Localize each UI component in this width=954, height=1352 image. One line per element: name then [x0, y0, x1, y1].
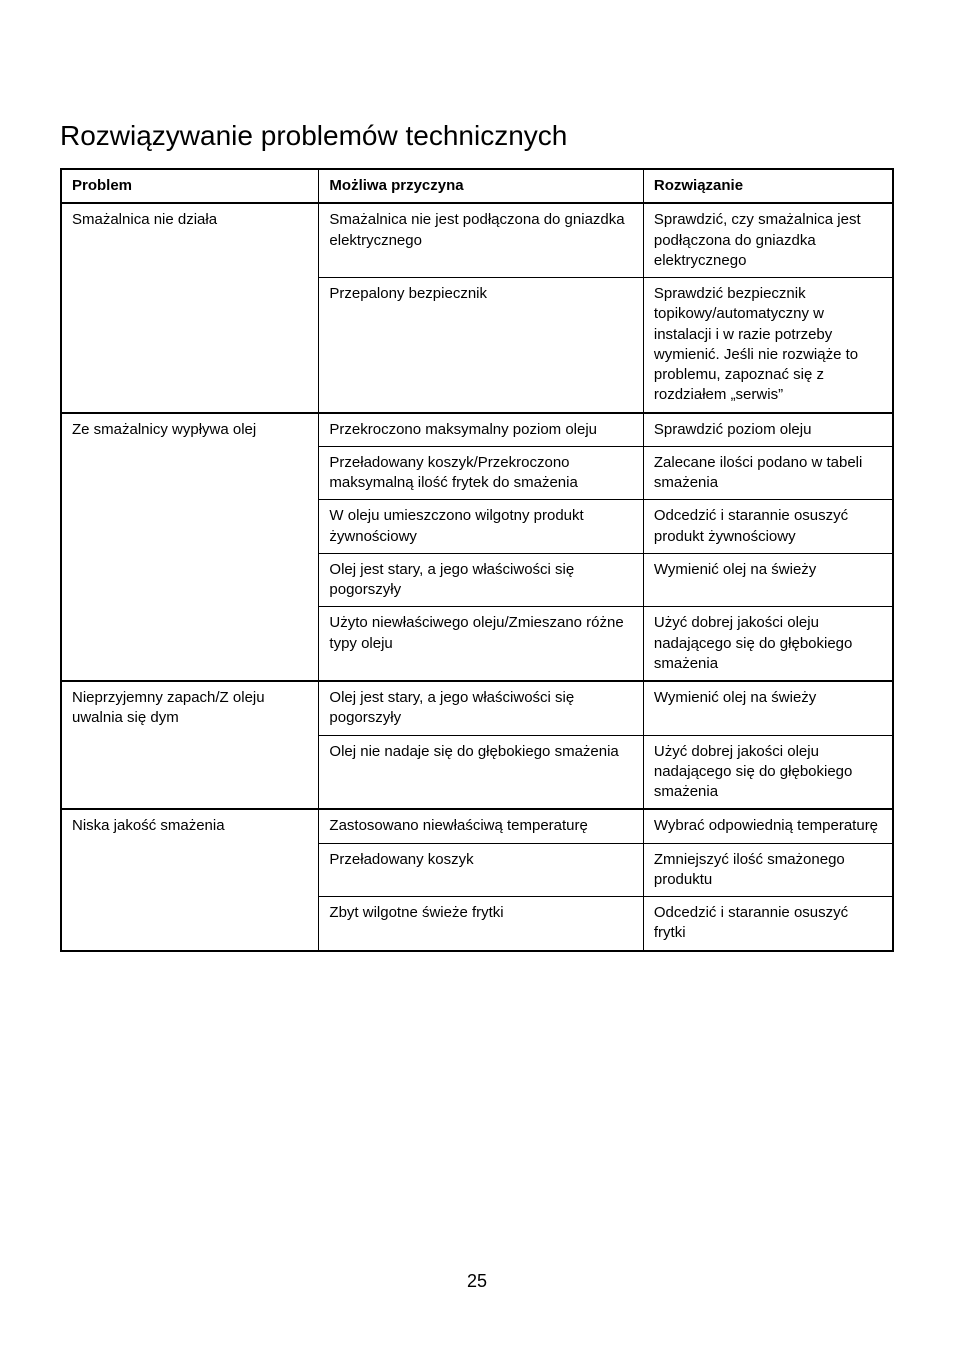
solution-cell: Odcedzić i starannie osuszyć frytki	[643, 897, 893, 951]
solution-cell: Sprawdzić, czy smażalnica jest podłączon…	[643, 203, 893, 277]
cause-cell: Olej jest stary, a jego właściwości się …	[319, 681, 643, 735]
header-problem: Problem	[61, 169, 319, 203]
troubleshooting-table: Problem Możliwa przyczyna Rozwiązanie Sm…	[60, 168, 894, 952]
cause-cell: Użyto niewłaściwego oleju/Zmieszano różn…	[319, 607, 643, 681]
solution-cell: Zmniejszyć ilość smażonego produktu	[643, 843, 893, 897]
header-cause: Możliwa przyczyna	[319, 169, 643, 203]
solution-cell: Użyć dobrej jakości oleju nadającego się…	[643, 607, 893, 681]
cause-cell: Przeładowany koszyk/Przekroczono maksyma…	[319, 446, 643, 500]
problem-cell: Smażalnica nie działa	[61, 203, 319, 412]
document-page: Rozwiązywanie problemów technicznych Pro…	[0, 0, 954, 1352]
table-header-row: Problem Możliwa przyczyna Rozwiązanie	[61, 169, 893, 203]
solution-cell: Zalecane ilości podano w tabeli smażenia	[643, 446, 893, 500]
solution-cell: Odcedzić i starannie osuszyć produkt żyw…	[643, 500, 893, 554]
table-row: Ze smażalnicy wypływa olejPrzekroczono m…	[61, 413, 893, 447]
table-row: Niska jakość smażeniaZastosowano niewłaś…	[61, 809, 893, 843]
problem-cell: Nieprzyjemny zapach/Z oleju uwalnia się …	[61, 681, 319, 809]
solution-cell: Wymienić olej na świeży	[643, 681, 893, 735]
cause-cell: Zbyt wilgotne świeże frytki	[319, 897, 643, 951]
cause-cell: Olej jest stary, a jego właściwości się …	[319, 553, 643, 607]
cause-cell: Zastosowano niewłaściwą temperaturę	[319, 809, 643, 843]
page-title: Rozwiązywanie problemów technicznych	[60, 120, 894, 152]
solution-cell: Sprawdzić poziom oleju	[643, 413, 893, 447]
table-row: Nieprzyjemny zapach/Z oleju uwalnia się …	[61, 681, 893, 735]
page-number: 25	[0, 1271, 954, 1292]
cause-cell: Przeładowany koszyk	[319, 843, 643, 897]
solution-cell: Wybrać odpowiednią temperaturę	[643, 809, 893, 843]
problem-cell: Niska jakość smażenia	[61, 809, 319, 950]
solution-cell: Wymienić olej na świeży	[643, 553, 893, 607]
cause-cell: Przekroczono maksymalny poziom oleju	[319, 413, 643, 447]
problem-cell: Ze smażalnicy wypływa olej	[61, 413, 319, 682]
header-solution: Rozwiązanie	[643, 169, 893, 203]
cause-cell: Smażalnica nie jest podłączona do gniazd…	[319, 203, 643, 277]
table-row: Smażalnica nie działaSmażalnica nie jest…	[61, 203, 893, 277]
cause-cell: Olej nie nadaje się do głębokiego smażen…	[319, 735, 643, 809]
cause-cell: Przepalony bezpiecznik	[319, 278, 643, 413]
table-body: Smażalnica nie działaSmażalnica nie jest…	[61, 203, 893, 950]
solution-cell: Użyć dobrej jakości oleju nadającego się…	[643, 735, 893, 809]
cause-cell: W oleju umieszczono wilgotny produkt żyw…	[319, 500, 643, 554]
solution-cell: Sprawdzić bezpiecznik topikowy/automatyc…	[643, 278, 893, 413]
